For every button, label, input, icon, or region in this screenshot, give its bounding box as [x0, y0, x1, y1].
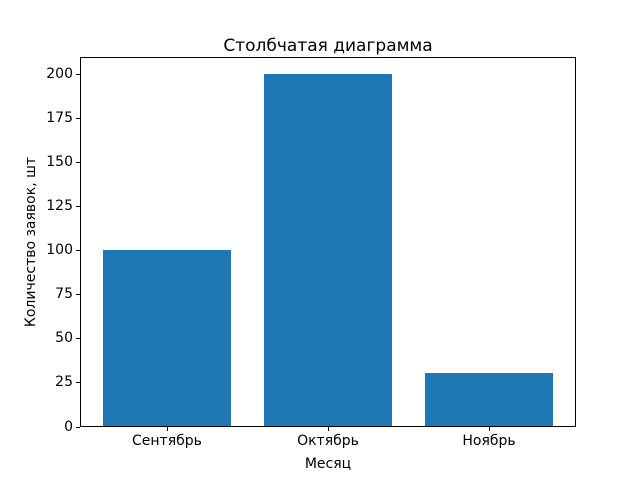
x-tick-mark	[328, 427, 329, 431]
y-tick-label: 175	[46, 110, 73, 127]
bar-Октябрь	[263, 73, 393, 426]
y-tick-mark	[76, 382, 80, 384]
y-tick-mark	[76, 206, 80, 208]
bar-Сентябрь	[102, 249, 232, 426]
y-tick-label: 200	[46, 66, 73, 83]
y-tick-label: 50	[55, 330, 73, 347]
y-tick-label: 25	[55, 374, 73, 391]
plot-area	[80, 57, 576, 427]
y-tick-mark	[76, 338, 80, 340]
y-tick-label: 100	[46, 242, 73, 259]
x-tick-label: Сентябрь	[132, 433, 202, 449]
y-tick-mark	[76, 74, 80, 76]
y-tick-label: 150	[46, 154, 73, 171]
y-tick-label: 125	[46, 198, 73, 215]
x-tick-mark	[489, 427, 491, 431]
y-tick-label: 75	[55, 286, 73, 303]
y-tick-mark	[76, 250, 80, 252]
chart-title: Столбчатая диаграмма	[223, 36, 433, 56]
bar-Ноябрь	[424, 373, 554, 426]
y-axis-label: Количество заявок, шт	[23, 156, 39, 328]
y-tick-mark	[76, 426, 80, 428]
x-tick-mark	[166, 427, 168, 431]
y-tick-mark	[76, 118, 80, 120]
y-tick-label: 0	[64, 418, 73, 435]
x-tick-label: Ноябрь	[462, 433, 516, 449]
y-tick-mark	[76, 294, 80, 296]
x-tick-label: Октябрь	[297, 433, 359, 449]
x-axis-label: Месяц	[304, 456, 352, 472]
y-tick-mark	[76, 162, 80, 164]
